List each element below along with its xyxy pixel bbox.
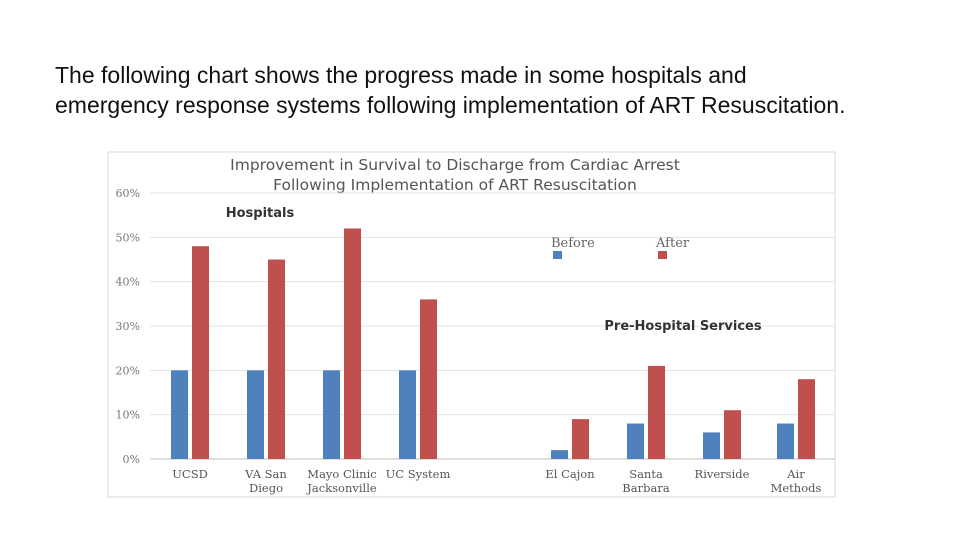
y-tick-label: 20% [116,364,140,377]
group-label-hospitals: Hospitals [226,206,295,221]
legend-swatch-after [658,251,667,259]
y-axis-ticks: 0% 10% 20% 30% 40% 50% 60% [116,187,140,466]
category-label: Barbara [622,481,670,495]
chart-subtitle: Following Implementation of ART Resuscit… [273,176,637,194]
y-tick-label: 60% [116,187,140,200]
category-label: UCSD [172,467,208,481]
bar-before [171,370,188,459]
bar-after [724,410,741,459]
y-tick-label: 10% [116,409,140,422]
bars [171,228,815,459]
bar-before [627,423,644,459]
bar-before [323,370,340,459]
y-tick-label: 50% [116,231,140,244]
bar-before [551,450,568,459]
bar-before [399,370,416,459]
bar-before [703,432,720,459]
bar-before [777,423,794,459]
category-label: Mayo Clinic [307,467,376,481]
legend-label-before: Before [551,236,595,251]
category-label: Santa [629,467,663,481]
bar-after [344,228,361,459]
bar-after [572,419,589,459]
category-label: Riverside [695,467,750,481]
legend-label-after: After [655,236,690,251]
category-label: Air [786,467,805,481]
y-tick-label: 30% [116,320,140,333]
y-tick-label: 0% [123,453,140,466]
bar-before [247,370,264,459]
grid-lines [150,192,835,460]
legend: Before After [551,236,690,259]
category-label: Methods [771,481,822,495]
bar-after [268,259,285,459]
chart-title: Improvement in Survival to Discharge fro… [230,156,680,174]
category-label: VA San [244,467,287,481]
category-label: El Cajon [545,467,595,481]
bar-after [798,379,815,459]
y-tick-label: 40% [116,276,140,289]
legend-swatch-before [553,251,562,259]
category-label: Diego [249,481,283,495]
category-label: Jacksonville [306,481,377,495]
group-label-pre-hospital: Pre-Hospital Services [604,319,761,334]
category-label: UC System [386,467,451,481]
bar-after [420,299,437,459]
intro-text: The following chart shows the progress m… [55,62,846,118]
bar-after [192,246,209,459]
bar-after [648,365,665,459]
